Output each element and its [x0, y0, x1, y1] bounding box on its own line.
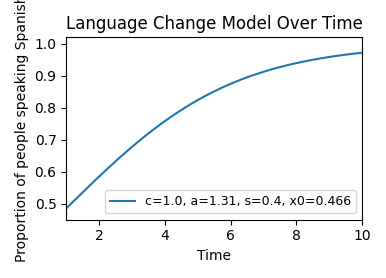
c=1.0, a=1.31, s=0.4, x0=0.466 — [295, 61, 299, 64]
c=1.0, a=1.31, s=0.4, x0=0.466 — [64, 207, 69, 210]
Legend: c=1.0, a=1.31, s=0.4, x0=0.466: c=1.0, a=1.31, s=0.4, x0=0.466 — [105, 190, 356, 214]
c=1.0, a=1.31, s=0.4, x0=0.466 — [360, 51, 364, 54]
c=1.0, a=1.31, s=0.4, x0=0.466 — [184, 105, 188, 109]
X-axis label: Time: Time — [197, 249, 231, 263]
c=1.0, a=1.31, s=0.4, x0=0.466 — [194, 99, 199, 102]
c=1.0, a=1.31, s=0.4, x0=0.466 — [267, 68, 272, 72]
c=1.0, a=1.31, s=0.4, x0=0.466 — [94, 177, 99, 181]
c=1.0, a=1.31, s=0.4, x0=0.466 — [300, 60, 305, 63]
Title: Language Change Model Over Time: Language Change Model Over Time — [66, 15, 363, 33]
Y-axis label: Proportion of people speaking Spanish: Proportion of people speaking Spanish — [15, 0, 29, 262]
Line: c=1.0, a=1.31, s=0.4, x0=0.466: c=1.0, a=1.31, s=0.4, x0=0.466 — [66, 53, 362, 208]
